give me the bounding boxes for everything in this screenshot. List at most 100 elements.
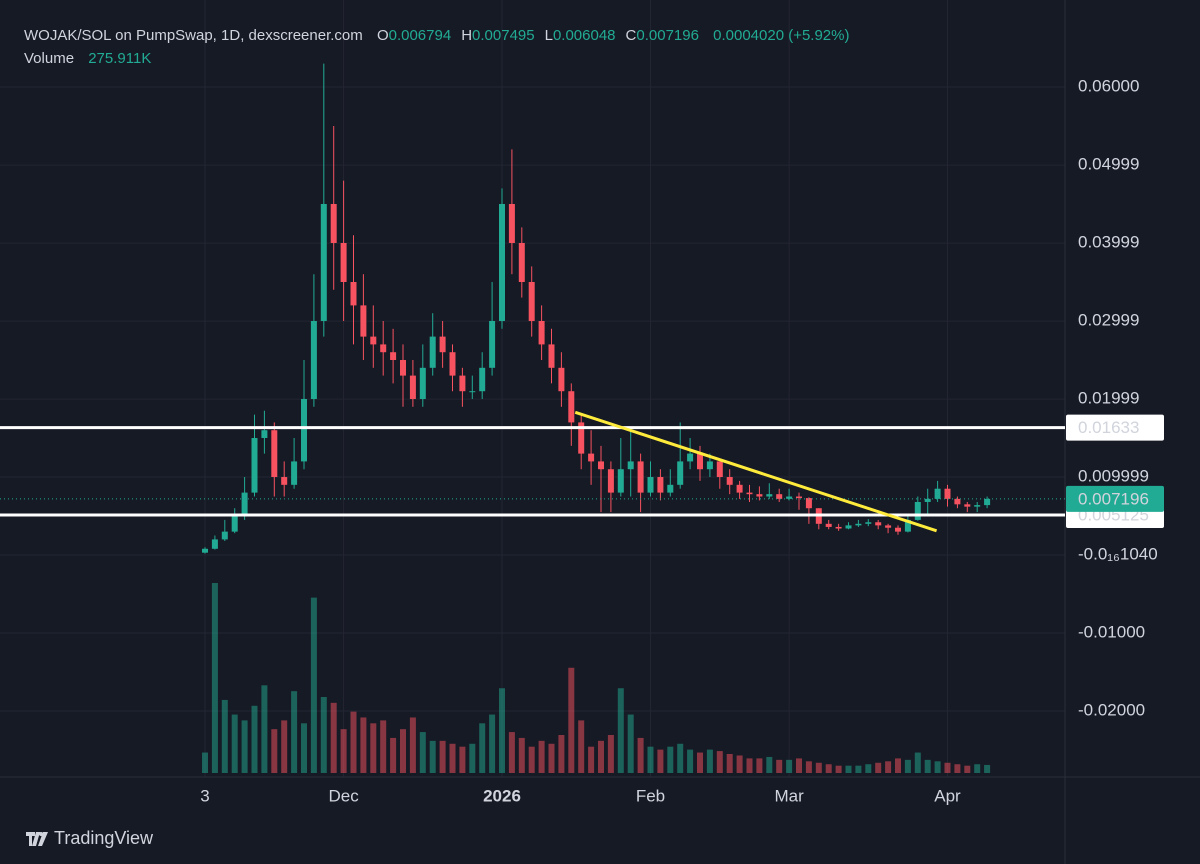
volume-bar: [904, 759, 911, 773]
candle-body: [746, 492, 753, 495]
volume-bar: [538, 740, 545, 773]
y-tick-label: 0.02999: [1078, 311, 1139, 330]
candle-body: [825, 523, 832, 527]
candle-body: [627, 461, 634, 470]
legend-header: WOJAK/SOL on PumpSwap, 1D, dexscreener.c…: [24, 24, 849, 70]
candle-body: [489, 321, 496, 368]
volume-bar: [489, 714, 496, 773]
candle-body: [776, 494, 783, 499]
ohlc: O0.006794 H0.007495 L0.006048 C0.007196: [367, 27, 699, 44]
candle-body: [310, 321, 317, 400]
candle-body: [875, 522, 882, 526]
candle-body: [796, 496, 802, 499]
candle-body: [479, 367, 486, 392]
candle-body: [340, 242, 347, 282]
volume-bar: [390, 737, 397, 773]
candle-body: [736, 484, 743, 493]
candle-body: [538, 321, 545, 345]
y-tick-label: 0.03999: [1078, 233, 1139, 252]
ohlc-value: 0.007196: [636, 27, 699, 44]
volume-bar: [350, 711, 357, 773]
volume-bar: [330, 702, 337, 773]
candle-body: [677, 461, 684, 485]
candle-body: [716, 461, 723, 478]
ohlc-key: C: [625, 27, 637, 44]
y-tick-label: 0.04999: [1078, 155, 1139, 174]
volume-bar: [825, 764, 832, 773]
volume-bar: [756, 758, 763, 773]
candle-body: [756, 494, 763, 497]
volume-bar: [637, 737, 644, 773]
volume-bar: [984, 764, 991, 773]
volume-bar: [449, 743, 456, 773]
candle-body: [706, 461, 713, 470]
volume-bar: [211, 583, 218, 773]
volume-bar: [320, 697, 327, 773]
volume-bar: [766, 756, 773, 773]
x-tick-label: Dec: [328, 786, 359, 805]
candle-body: [320, 203, 327, 322]
volume-bar: [697, 752, 703, 773]
candle-body: [518, 242, 525, 282]
candle-body: [350, 281, 357, 306]
volume-bar: [360, 717, 367, 773]
candle-body: [400, 360, 406, 376]
volume-bar: [291, 691, 298, 773]
volume-bar: [588, 746, 595, 773]
volume-bar: [429, 740, 436, 773]
y-tick-label: -0.01000: [1078, 623, 1145, 642]
candle-body: [637, 461, 644, 493]
volume-bar: [786, 759, 793, 773]
volume-bar: [271, 729, 278, 773]
trendline: [574, 410, 938, 533]
candle-body: [667, 484, 674, 493]
candle-body: [914, 501, 921, 520]
volume-bar: [865, 764, 872, 773]
candle-body: [726, 477, 733, 485]
price-label-box: [1066, 414, 1164, 441]
volume-bar: [706, 749, 713, 773]
volume-bar: [726, 754, 733, 773]
candle-body: [301, 399, 307, 462]
volume-bar: [845, 765, 852, 773]
candle-body: [766, 494, 773, 497]
volume-bar: [231, 714, 238, 773]
volume-bar: [439, 740, 446, 773]
change: 0.0004020 (+5.92%): [713, 27, 850, 44]
volume-bar: [796, 758, 802, 773]
volume-bar: [885, 761, 892, 773]
volume-bar: [558, 735, 565, 773]
candle-body: [370, 336, 377, 345]
candle-body: [974, 505, 981, 507]
ohlc-key: L: [544, 27, 553, 44]
volume-bar: [687, 749, 694, 773]
volume-bar: [400, 729, 406, 773]
volume-bar: [746, 758, 753, 773]
volume-bar: [370, 723, 377, 773]
volume-bar: [627, 714, 634, 773]
candle-body: [865, 522, 872, 524]
volume-bar: [954, 764, 961, 773]
volume-bar: [568, 667, 575, 773]
candle-body: [271, 430, 278, 478]
volume-bar: [499, 688, 505, 773]
volume-row: Volume 275.911K: [24, 47, 849, 70]
ohlc-value: 0.007495: [472, 27, 535, 44]
volume-bar: [301, 723, 307, 773]
candle-body: [885, 525, 892, 528]
candle-body: [697, 453, 703, 470]
candle-body: [835, 526, 842, 529]
logo-icon: [26, 831, 48, 846]
volume-bar: [202, 752, 208, 773]
legend-row: WOJAK/SOL on PumpSwap, 1D, dexscreener.c…: [24, 24, 849, 47]
candle-body: [251, 438, 258, 493]
candle-body: [558, 367, 565, 392]
volume-bar: [578, 720, 585, 773]
candle-body: [429, 336, 436, 368]
candle-body: [895, 527, 901, 532]
x-tick-label: Feb: [636, 786, 665, 805]
candle-body: [459, 375, 466, 392]
candle-body: [924, 498, 931, 502]
y-tick-label: -0.0₁₆1040: [1078, 545, 1158, 564]
